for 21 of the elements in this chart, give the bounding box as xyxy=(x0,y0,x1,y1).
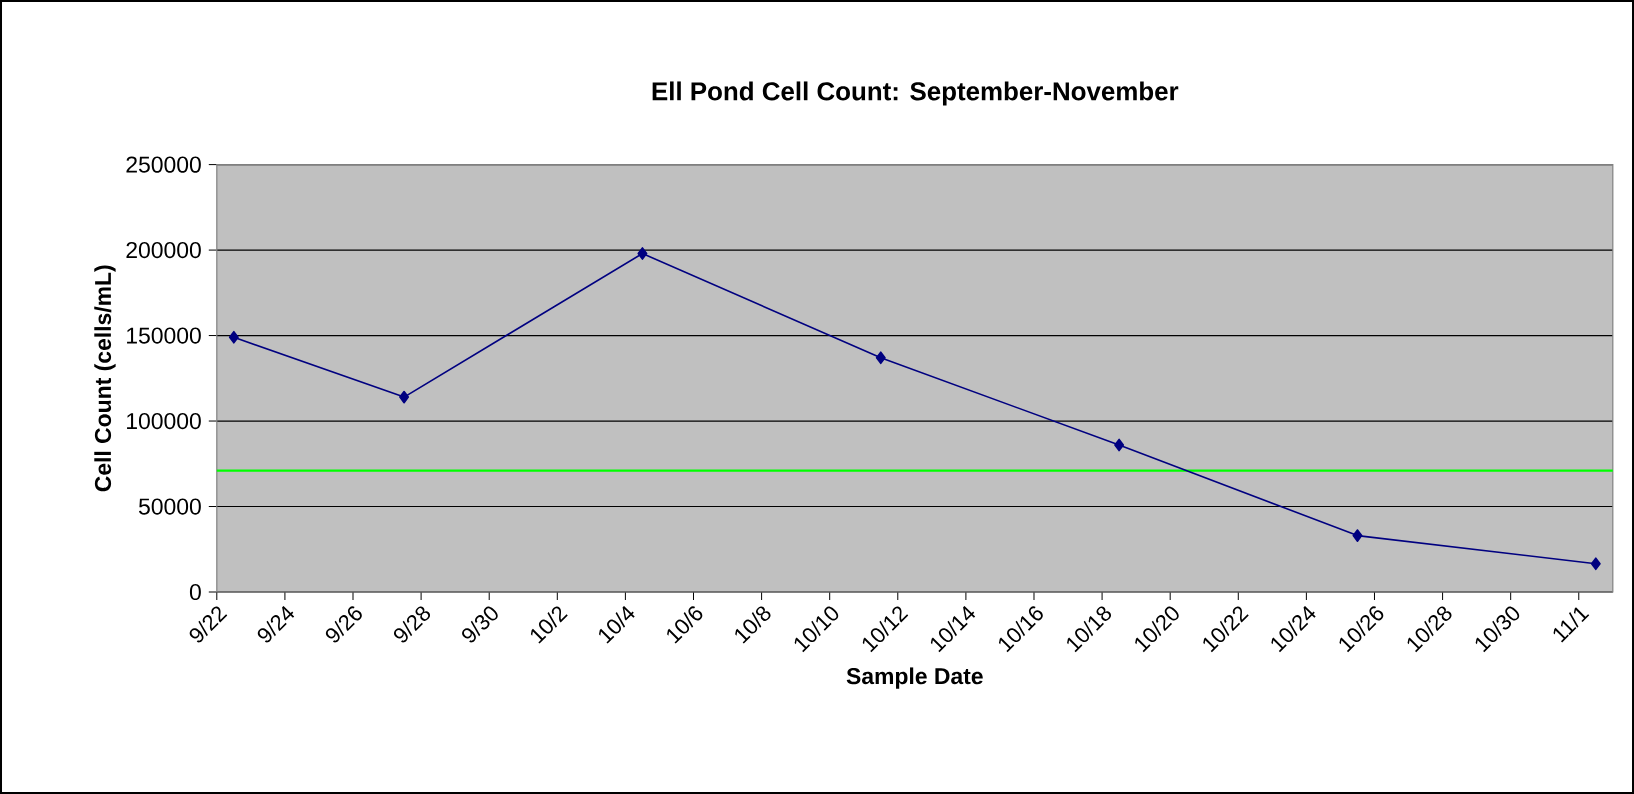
point xyxy=(1352,529,1363,542)
x-tick-label: 9/22 xyxy=(189,606,228,643)
y-tick-label: 50000 xyxy=(138,498,201,515)
point xyxy=(399,390,410,404)
x-tick-label: 11/1 xyxy=(1553,607,1590,643)
point xyxy=(1114,438,1125,452)
x-tick-label: 9/24 xyxy=(257,605,295,643)
y-tick-label: 200000 xyxy=(126,241,201,259)
y-tick-label: 100000 xyxy=(127,412,201,430)
y-tick-label: 150000 xyxy=(127,327,201,344)
x-tick-label: 9/30 xyxy=(462,606,498,643)
x-axis-title: Sample Date xyxy=(846,667,983,689)
y-axis-title: Cell Count (cells/mL) xyxy=(94,265,116,492)
y-tick-label: 250000 xyxy=(126,156,201,173)
chart-title: Ell Pond Cell Count: September-November xyxy=(652,81,1179,106)
y-tick-label: 0 xyxy=(189,583,201,601)
x-tick-label: 9/28 xyxy=(393,606,431,643)
point xyxy=(1590,557,1601,571)
x-tick-label: 9/26 xyxy=(325,606,362,643)
point xyxy=(637,247,648,260)
point xyxy=(875,351,886,365)
